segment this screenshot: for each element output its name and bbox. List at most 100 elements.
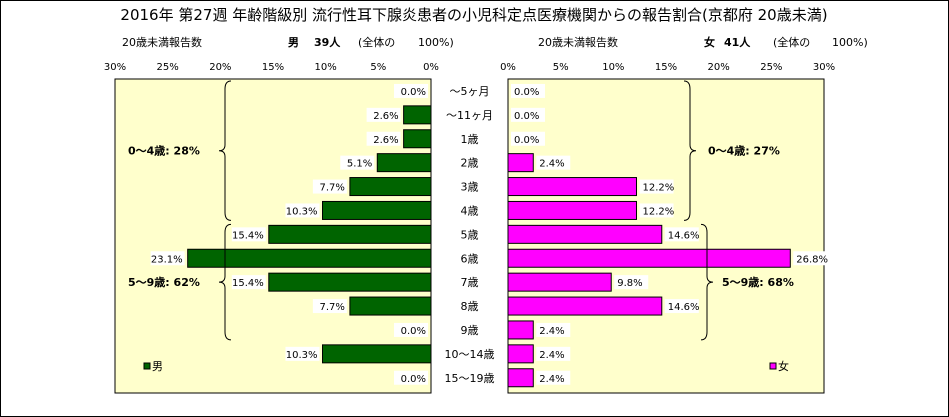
male-value-label-bg bbox=[394, 322, 428, 337]
female-value-label-bg bbox=[793, 251, 828, 266]
male-header-label: 20歳未満報告数 bbox=[122, 36, 202, 49]
male-axis-tick-label: 0% bbox=[423, 62, 439, 73]
female-bar bbox=[507, 200, 638, 220]
female-value-label-bg bbox=[664, 227, 699, 242]
male-value-label-bg bbox=[366, 131, 401, 146]
female-value-label-bg bbox=[536, 155, 571, 170]
female-value-label-bg bbox=[511, 107, 545, 122]
male-value-label: 0.0% bbox=[401, 87, 426, 98]
female-header-count: 41人 bbox=[724, 35, 751, 49]
female-value-label: 14.6% bbox=[668, 230, 700, 241]
category-label: 6歳 bbox=[461, 252, 479, 265]
category-label: ～5ヶ月 bbox=[450, 85, 490, 98]
male-value-label-bg bbox=[312, 179, 347, 194]
female-axis-tick-label: 10% bbox=[602, 62, 624, 73]
male-value-label: 10.3% bbox=[286, 206, 318, 217]
female-value-label: 9.8% bbox=[617, 278, 642, 289]
male-bar bbox=[403, 105, 432, 125]
male-value-label: 7.7% bbox=[319, 183, 344, 194]
male-value-label-bg bbox=[394, 83, 428, 98]
male-value-label: 15.4% bbox=[232, 278, 264, 289]
male-value-label: 23.1% bbox=[151, 254, 183, 265]
female-header-total-pct: 100%) bbox=[832, 36, 868, 49]
female-axis-tick-label: 15% bbox=[655, 62, 677, 73]
right-group-bracket bbox=[700, 223, 714, 341]
male-axis-tick-label: 15% bbox=[262, 62, 284, 73]
category-label: 7歳 bbox=[461, 276, 479, 289]
female-bar bbox=[507, 224, 663, 244]
male-value-label: 0.0% bbox=[401, 374, 426, 385]
male-value-label: 2.6% bbox=[373, 135, 398, 146]
female-bar bbox=[507, 296, 663, 316]
category-label: 5歳 bbox=[461, 228, 479, 241]
female-value-label-bg bbox=[614, 275, 649, 290]
male-header-total-pct: 100%) bbox=[418, 36, 454, 49]
female-value-label: 2.4% bbox=[539, 374, 564, 385]
male-bar bbox=[349, 177, 432, 197]
female-value-label-bg bbox=[511, 83, 545, 98]
left-group-label: 5～9歳: 62% bbox=[128, 275, 200, 289]
female-header-total-note: (全体の bbox=[773, 35, 810, 49]
male-value-label-bg bbox=[231, 227, 266, 242]
legend-male-label: 男 bbox=[152, 360, 163, 373]
male-bar bbox=[322, 200, 432, 220]
right-group-label: 5～9歳: 68% bbox=[722, 275, 794, 289]
male-value-label: 2.6% bbox=[373, 111, 398, 122]
male-value-label: 15.4% bbox=[232, 230, 264, 241]
male-value-label-bg bbox=[285, 203, 320, 218]
female-value-label: 12.2% bbox=[643, 183, 675, 194]
male-bar bbox=[403, 129, 432, 149]
male-bar bbox=[187, 248, 432, 268]
female-value-label-bg bbox=[639, 179, 674, 194]
male-header-count: 39人 bbox=[314, 35, 341, 49]
female-value-label-bg bbox=[664, 299, 699, 314]
female-value-label: 14.6% bbox=[668, 302, 700, 313]
male-value-label-bg bbox=[394, 370, 428, 385]
male-value-label-bg bbox=[312, 299, 347, 314]
category-label: 2歳 bbox=[461, 157, 479, 170]
male-value-label: 7.7% bbox=[319, 302, 344, 313]
female-value-label: 0.0% bbox=[514, 111, 539, 122]
female-value-label: 0.0% bbox=[514, 135, 539, 146]
male-bar bbox=[322, 344, 432, 364]
female-value-label: 12.2% bbox=[643, 206, 675, 217]
female-bar bbox=[507, 272, 612, 292]
category-label: 9歳 bbox=[461, 324, 479, 337]
male-header-sex: 男 bbox=[288, 36, 299, 49]
male-header-total-note: (全体の bbox=[358, 35, 395, 49]
right-group-bracket bbox=[683, 80, 697, 221]
female-axis-tick-label: 5% bbox=[553, 62, 569, 73]
left-group-bracket bbox=[218, 80, 232, 221]
male-value-label-bg bbox=[150, 251, 185, 266]
female-bar bbox=[507, 177, 638, 197]
male-bar bbox=[268, 224, 432, 244]
chart-title: 2016年 第27週 年齢階級別 流行性耳下腺炎患者の小児科定点医療機関からの報… bbox=[120, 6, 827, 24]
category-label: 8歳 bbox=[461, 300, 479, 313]
male-value-label-bg bbox=[366, 107, 401, 122]
female-value-label-bg bbox=[536, 370, 571, 385]
legend-male-swatch bbox=[143, 362, 151, 370]
category-label: 10～14歳 bbox=[445, 348, 495, 361]
male-value-label: 0.0% bbox=[401, 326, 426, 337]
male-axis-tick-label: 25% bbox=[157, 62, 179, 73]
female-axis-tick-label: 25% bbox=[760, 62, 782, 73]
category-label: 15～19歳 bbox=[445, 372, 495, 385]
left-group-label: 0～4歳: 28% bbox=[128, 144, 200, 158]
male-value-label-bg bbox=[285, 346, 320, 361]
left-group-bracket bbox=[218, 223, 232, 341]
male-bar bbox=[376, 153, 432, 173]
female-bar bbox=[507, 153, 534, 173]
category-label: 1歳 bbox=[461, 133, 479, 146]
male-value-label: 5.1% bbox=[347, 159, 372, 170]
female-value-label: 0.0% bbox=[514, 87, 539, 98]
female-bar bbox=[507, 248, 791, 268]
male-value-label-bg bbox=[231, 275, 266, 290]
female-value-label-bg bbox=[536, 346, 571, 361]
female-bar bbox=[507, 368, 534, 388]
female-value-label-bg bbox=[639, 203, 674, 218]
male-axis-tick-label: 5% bbox=[370, 62, 386, 73]
category-label: ～11ヶ月 bbox=[446, 109, 493, 122]
female-value-label-bg bbox=[511, 131, 545, 146]
male-bar bbox=[349, 296, 432, 316]
